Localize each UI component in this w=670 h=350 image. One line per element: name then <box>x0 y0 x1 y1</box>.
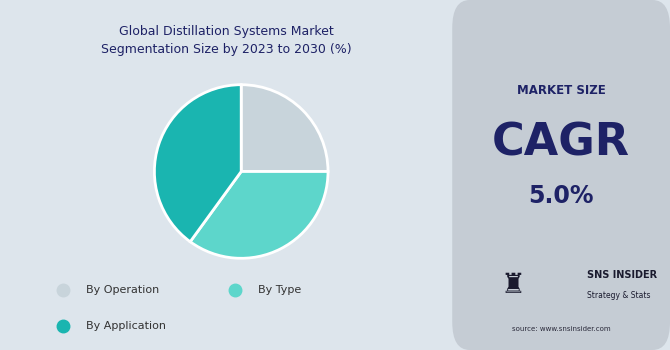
Text: ♜: ♜ <box>500 271 526 299</box>
Text: source: www.snsinsider.com: source: www.snsinsider.com <box>512 326 610 332</box>
Text: MARKET SIZE: MARKET SIZE <box>517 84 606 98</box>
Wedge shape <box>154 85 241 242</box>
Wedge shape <box>190 172 328 258</box>
Text: CAGR: CAGR <box>492 122 630 165</box>
Text: By Type: By Type <box>258 285 301 294</box>
Text: Global Distillation Systems Market
Segmentation Size by 2023 to 2030 (%): Global Distillation Systems Market Segme… <box>100 25 352 56</box>
Text: SNS INSIDER: SNS INSIDER <box>587 270 657 280</box>
Text: Strategy & Stats: Strategy & Stats <box>587 291 651 300</box>
Text: 5.0%: 5.0% <box>529 184 594 208</box>
Text: By Application: By Application <box>86 322 166 331</box>
Text: By Operation: By Operation <box>86 285 159 294</box>
Wedge shape <box>241 85 328 172</box>
FancyBboxPatch shape <box>452 0 670 350</box>
